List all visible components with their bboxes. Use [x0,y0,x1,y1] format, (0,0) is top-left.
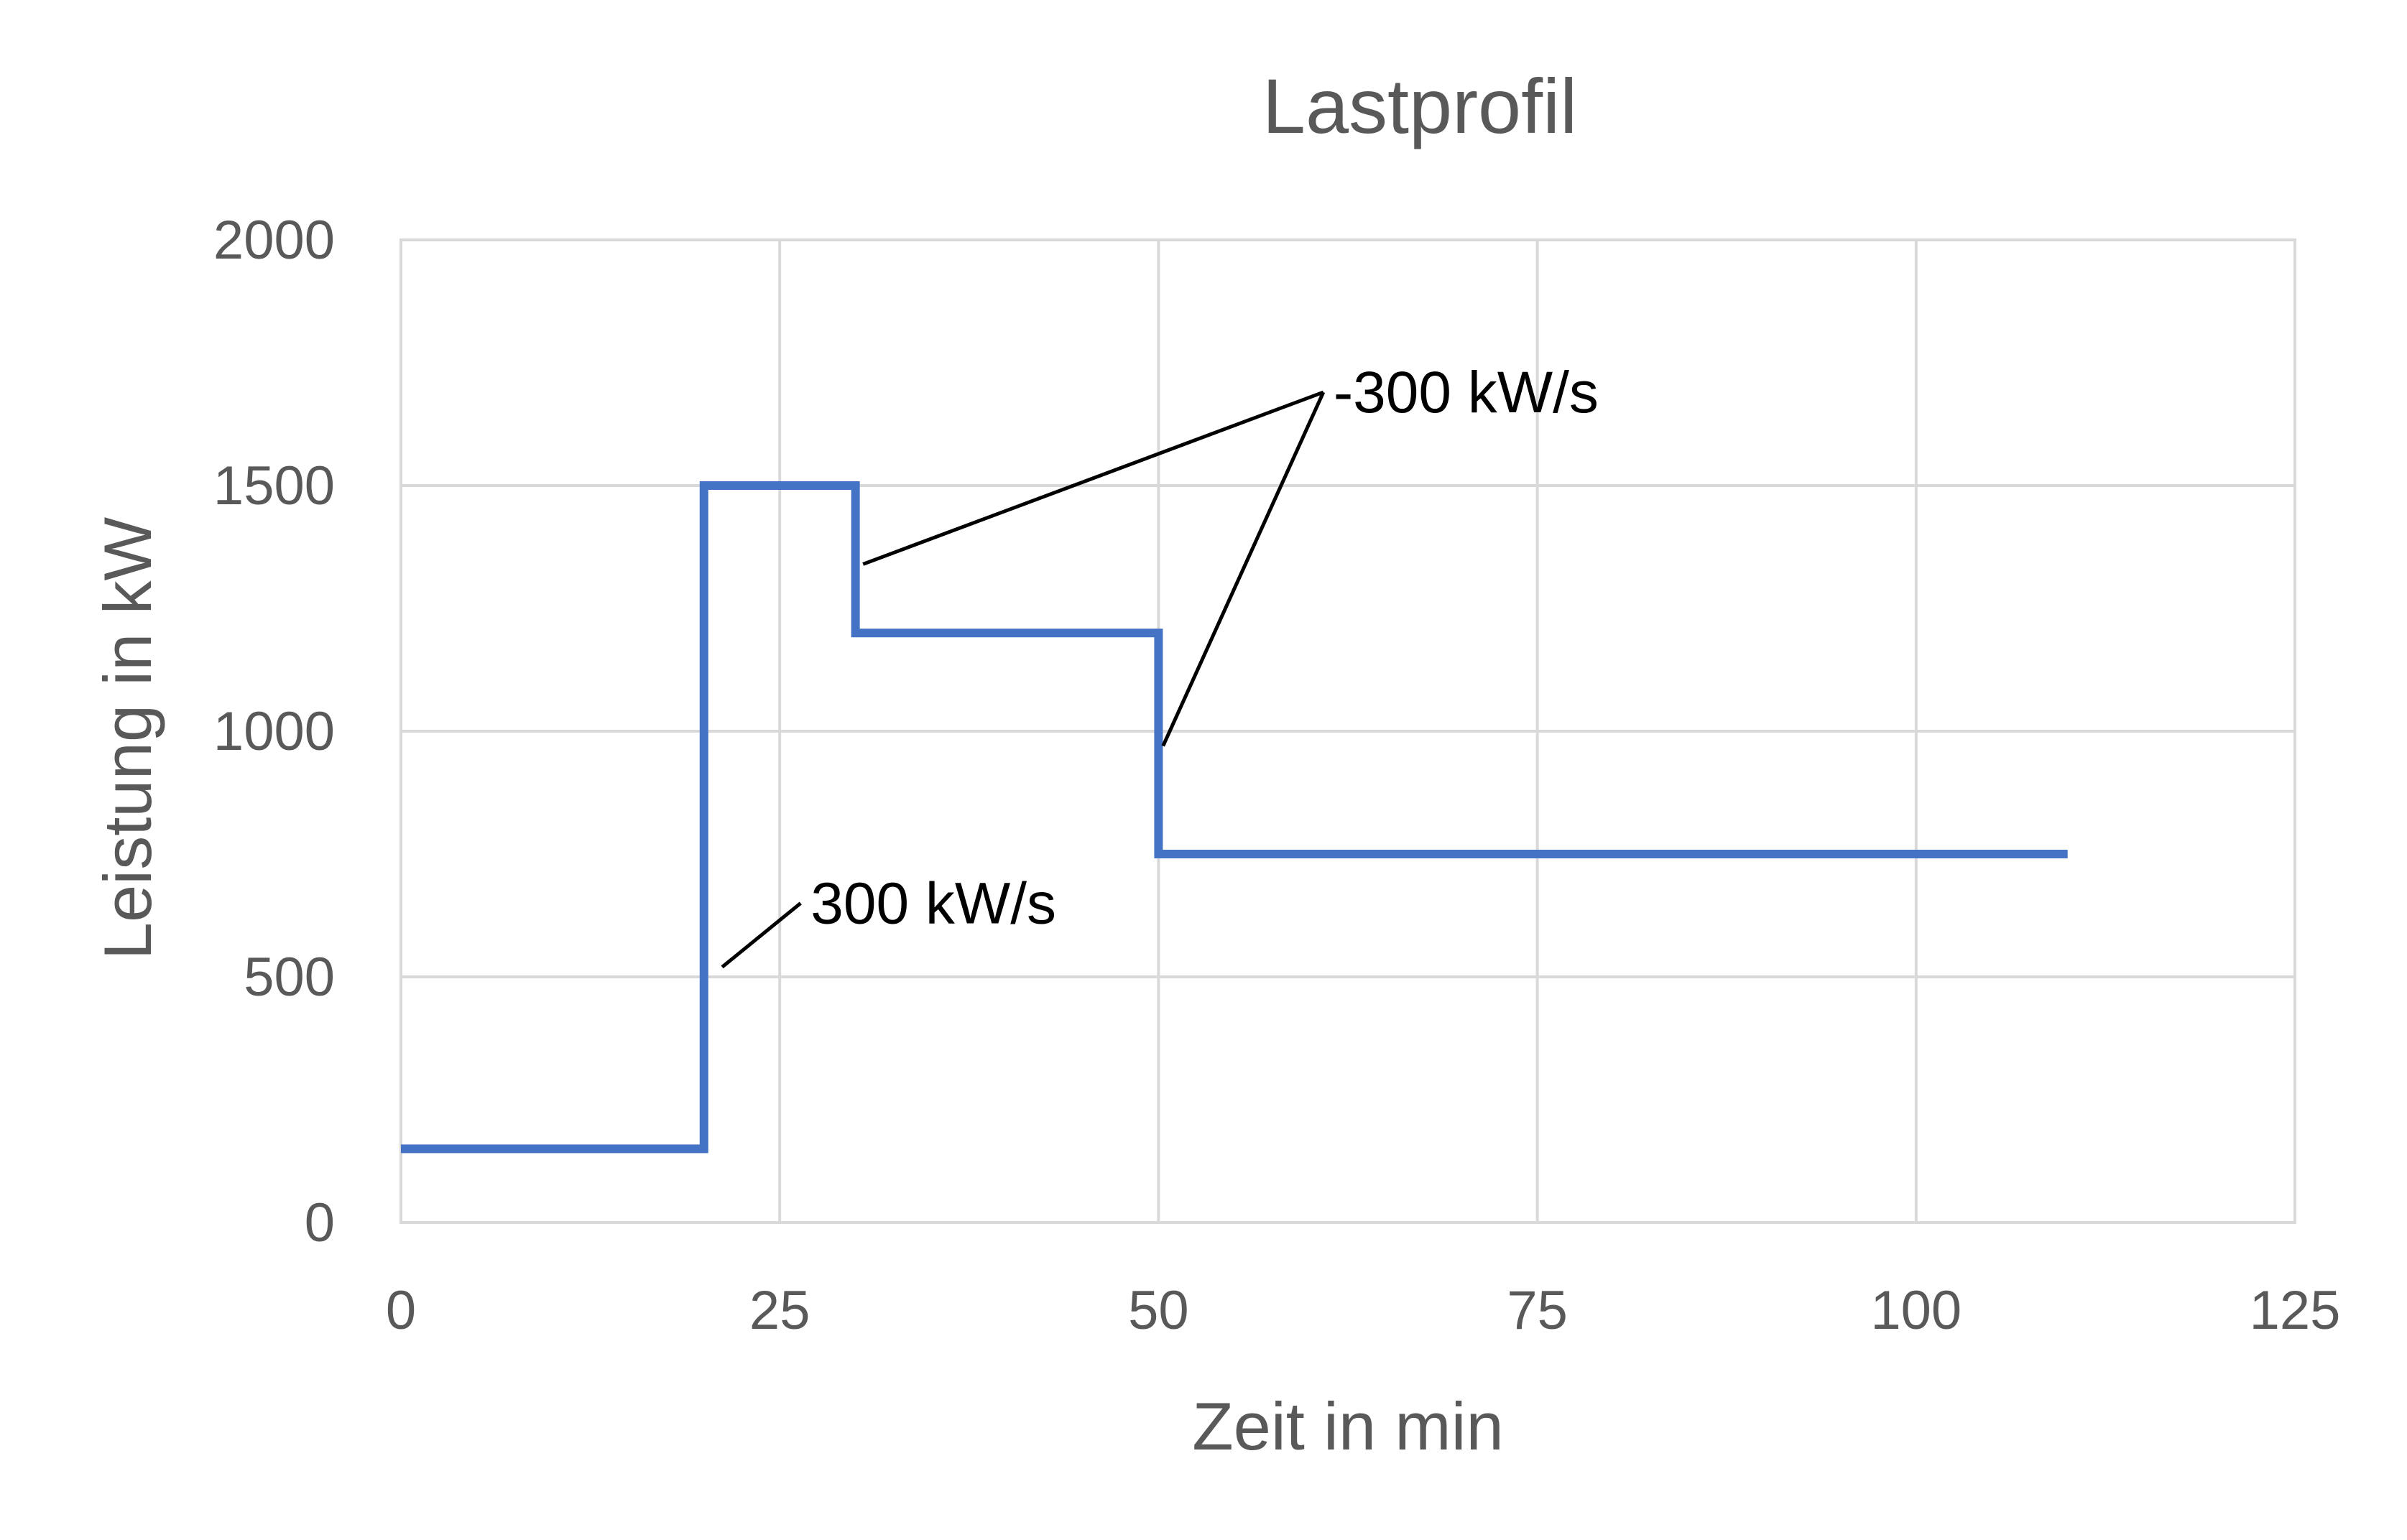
annotation-label-1: -300 kW/s [1334,360,1599,425]
chart-title: Lastprofil [1262,62,1577,149]
annotations: 300 kW/s -300 kW/s [721,360,1599,969]
y-axis-label: Leistung in kW [90,516,165,960]
x-tick-label: 0 [386,1280,416,1341]
annotation-leader-line [862,390,1324,566]
plot-area-frame [399,238,2296,1224]
y-tick-label: 500 [244,947,335,1008]
annotation-leader-line [721,901,802,969]
annotation-label-0: 300 kW/s [810,871,1056,936]
y-tick-label: 1000 [213,701,335,762]
series-line-0 [401,481,2068,1154]
x-axis-label: Zeit in min [1192,1388,1504,1464]
series-layer [401,481,2068,1154]
x-tick-label: 50 [1128,1280,1189,1341]
x-tick-label: 75 [1507,1280,1568,1341]
y-tick-label: 0 [305,1192,335,1253]
annotation-leader-line [1161,391,1326,747]
x-tick-label: 25 [749,1280,810,1341]
tick-labels: 0 500 1000 1500 2000 0 25 50 75 100 125 [213,210,2340,1341]
x-tick-label: 125 [2250,1280,2341,1341]
x-tick-label: 100 [1870,1280,1962,1341]
y-tick-label: 2000 [213,210,335,271]
y-tick-label: 1500 [213,455,335,516]
